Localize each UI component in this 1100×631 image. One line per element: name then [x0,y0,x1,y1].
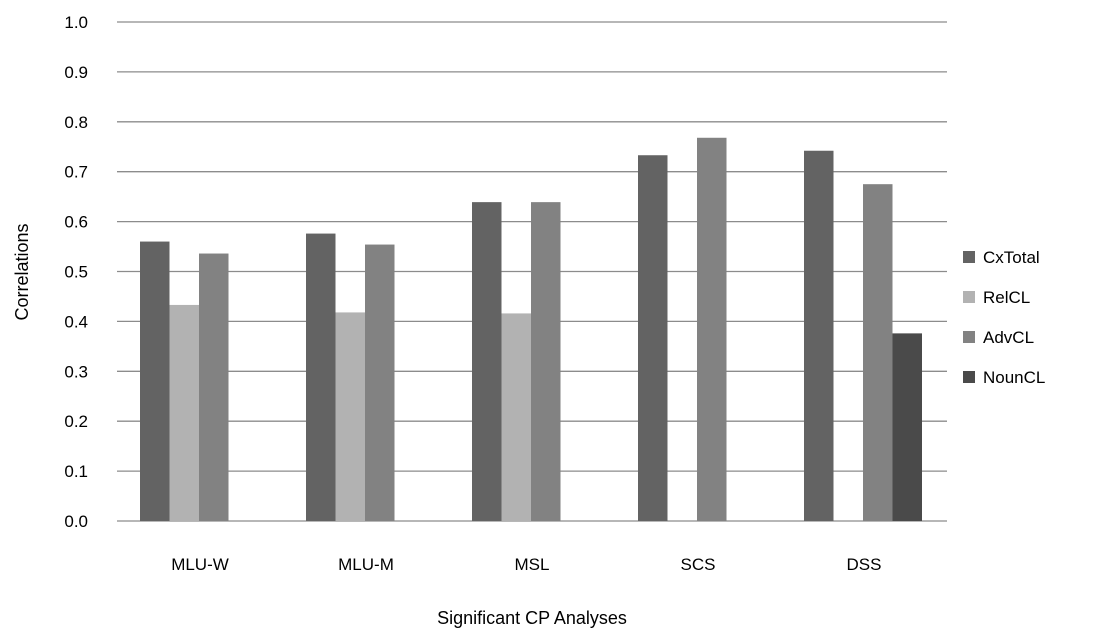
y-tick-label: 0.2 [64,412,88,431]
bar-cxtotal-mlu-w [140,241,170,521]
legend-swatch-nouncl [963,371,975,383]
bar-relcl-mlu-m [335,312,365,521]
legend-label-cxtotal: CxTotal [983,248,1040,267]
x-axis-title: Significant CP Analyses [437,608,627,628]
legend: CxTotal RelCL AdvCL NounCL [963,248,1045,387]
y-tick-labels: 0.0 0.1 0.2 0.3 0.4 0.5 0.6 0.7 0.8 0.9 1.0 [64,13,88,531]
x-tick-label: MSL [515,555,550,574]
bar-advcl-dss [863,184,893,522]
bar-advcl-mlu-m [365,244,395,521]
y-tick-label: 0.0 [64,512,88,531]
x-tick-label: DSS [847,555,882,574]
legend-swatch-advcl [963,331,975,343]
x-tick-labels: MLU-W MLU-M MSL SCS DSS [171,555,881,574]
y-tick-label: 0.4 [64,312,88,331]
y-tick-label: 0.9 [64,63,88,82]
bar-advcl-msl [531,202,561,521]
x-tick-label: SCS [681,555,716,574]
bar-relcl-msl [501,313,531,521]
bar-cxtotal-scs [638,155,668,521]
y-axis-title: Correlations [12,223,32,320]
y-tick-label: 0.1 [64,462,88,481]
legend-label-nouncl: NounCL [983,368,1045,387]
legend-swatch-cxtotal [963,251,975,263]
bar-advcl-scs [697,137,727,521]
legend-label-relcl: RelCL [983,288,1030,307]
bar-cxtotal-msl [472,202,502,521]
y-tick-label: 0.8 [64,113,88,132]
x-tick-label: MLU-W [171,555,229,574]
y-tick-label: 0.6 [64,213,88,232]
y-tick-label: 0.5 [64,263,88,282]
bar-nouncl-dss [892,333,922,521]
legend-swatch-relcl [963,291,975,303]
legend-label-advcl: AdvCL [983,328,1034,347]
y-tick-label: 1.0 [64,13,88,32]
bar-advcl-mlu-w [199,253,229,521]
y-tick-label: 0.7 [64,163,88,182]
y-tick-label: 0.3 [64,362,88,381]
bar-relcl-mlu-w [169,304,199,521]
bars [140,137,922,522]
bar-cxtotal-dss [804,150,834,521]
x-tick-label: MLU-M [338,555,394,574]
bar-cxtotal-mlu-m [306,233,336,522]
